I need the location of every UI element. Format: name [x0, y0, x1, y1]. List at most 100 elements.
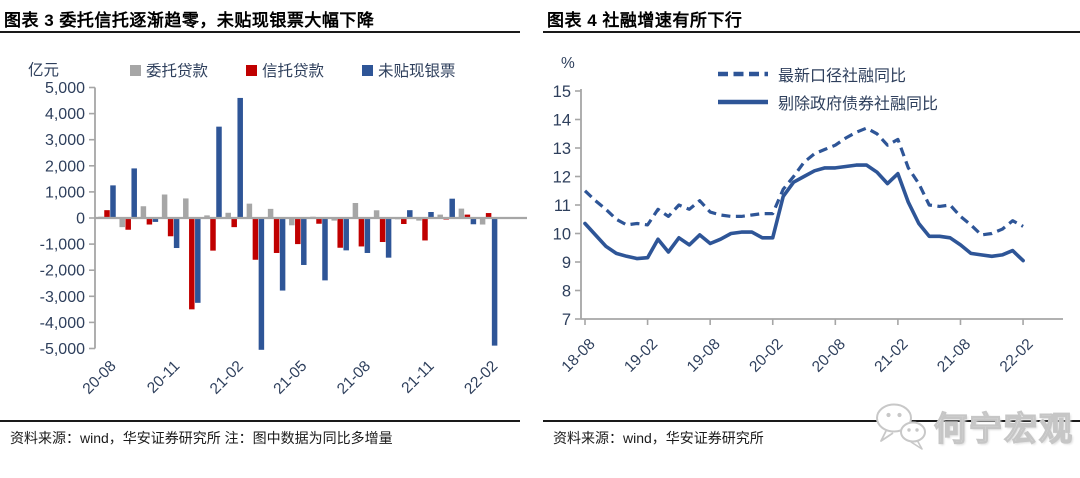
- bar-信托贷款: [379, 218, 386, 243]
- bar-未贴现银票: [364, 218, 371, 253]
- bar-委托贷款: [183, 198, 189, 218]
- bar-未贴现银票: [110, 185, 116, 218]
- right-chart-panel: 图表 4 社融增速有所下行 % 最新口径社融同比 剔除政府债券社融同比 15 14…: [543, 0, 1080, 478]
- watermark-text: 何宁宏观: [933, 409, 1074, 447]
- bar-信托贷款: [104, 210, 110, 218]
- bar-委托贷款: [331, 218, 337, 221]
- bar-未贴现银票: [428, 211, 434, 218]
- x-tick-label: 21-11: [398, 358, 437, 397]
- bar-信托贷款: [210, 218, 216, 251]
- y-tick-label: 14: [553, 112, 571, 130]
- y-tick-label: 4,000: [45, 106, 85, 123]
- bar-委托贷款: [119, 218, 125, 228]
- y-tick-label: -1,000: [40, 237, 85, 254]
- bar-未贴现银票: [131, 168, 137, 218]
- x-tick-label: 21-05: [270, 358, 310, 398]
- bar-未贴现银票: [491, 218, 498, 346]
- right-title-rule: [543, 31, 1080, 33]
- y-tick-label: -5,000: [40, 341, 85, 358]
- bar-委托贷款: [140, 206, 147, 218]
- x-tick-label: 19-02: [621, 336, 661, 376]
- bar-未贴现银票: [343, 218, 349, 251]
- left-chart-panel: 图表 3 委托信托逐渐趋零，未贴现银票大幅下降 亿元 委托贷款 信托贷款 未贴现…: [0, 0, 535, 478]
- left-bottom-rule: [0, 420, 520, 422]
- legend-item-latest-caliber: 最新口径社融同比: [716, 60, 938, 88]
- y-tick-label: 2,000: [45, 158, 85, 175]
- bar-信托贷款: [273, 218, 280, 253]
- bar-委托贷款: [225, 212, 231, 218]
- legend-item-weitiexian: 未贴现银票: [362, 59, 456, 81]
- bar-未贴现银票: [173, 218, 180, 249]
- y-tick-label: 3,000: [45, 132, 85, 149]
- bar-信托贷款: [146, 218, 153, 225]
- bar-信托贷款: [167, 218, 174, 237]
- dashed-line-sample: [718, 71, 768, 77]
- x-tick-label: 22-02: [997, 336, 1037, 376]
- legend-item-ex-govt-bonds: 剔除政府债券社融同比: [716, 88, 938, 116]
- y-tick-label: -3,000: [40, 289, 85, 306]
- right-line-chart-canvas: 15 14 13 12 11 10 9 8 7 18-08 19-02 19-08 20-02 20-08…: [553, 83, 1063, 376]
- bar-信托贷款: [231, 218, 237, 228]
- y-tick-label: 11: [554, 197, 571, 215]
- x-tick-label: 20-08: [809, 336, 849, 376]
- bar-信托贷款: [252, 218, 259, 260]
- bar-信托贷款: [422, 218, 428, 241]
- bar-未贴现银票: [385, 218, 392, 258]
- y-tick-label: 8: [562, 283, 571, 301]
- bar-信托贷款: [358, 218, 365, 247]
- bar-委托贷款: [437, 214, 443, 218]
- bar-未贴现银票: [470, 218, 477, 225]
- bar-信托贷款: [125, 218, 131, 230]
- legend-label: 信托贷款: [262, 63, 325, 80]
- x-tick-label: 19-08: [684, 336, 724, 376]
- right-legend: 最新口径社融同比 剔除政府债券社融同比: [716, 60, 938, 116]
- y-tick-label: 10: [553, 226, 571, 244]
- x-tick-label: 21-08: [334, 358, 374, 398]
- x-tick-label: 21-08: [934, 336, 974, 376]
- legend-color-swatch: [362, 64, 374, 76]
- bar-信托贷款: [316, 218, 322, 224]
- y-tick-label: 5,000: [45, 80, 85, 97]
- legend-color-swatch: [246, 64, 258, 76]
- legend-item-xintuo: 信托贷款: [246, 59, 324, 81]
- bar-未贴现银票: [279, 218, 286, 291]
- bar-委托贷款: [246, 203, 253, 218]
- legend-color-swatch: [130, 64, 141, 76]
- x-tick-label: 21-02: [871, 336, 911, 376]
- legend-label: 未贴现银票: [378, 63, 456, 80]
- bar-信托贷款: [401, 218, 407, 225]
- left-title-rule: [0, 31, 520, 33]
- bar-未贴现银票: [216, 126, 222, 218]
- series-line-剔除政府债券社融同比: [583, 163, 1025, 263]
- x-tick-label: 20-11: [144, 358, 183, 397]
- bar-信托贷款: [485, 213, 492, 218]
- bar-委托贷款: [289, 218, 295, 226]
- bar-委托贷款: [458, 208, 465, 218]
- bar-委托贷款: [204, 215, 210, 218]
- bar-未贴现银票: [301, 218, 307, 265]
- bar-未贴现银票: [152, 218, 159, 222]
- y-tick-label: -4,000: [40, 315, 85, 332]
- y-tick-label: -2,000: [40, 263, 85, 280]
- legend-label: 剔除政府债券社融同比: [778, 96, 939, 113]
- bar-委托贷款: [352, 202, 359, 218]
- bar-未贴现银票: [258, 218, 265, 350]
- watermark: 何宁宏观: [872, 400, 1074, 452]
- x-tick-label: 18-08: [559, 336, 599, 376]
- bar-委托贷款: [161, 194, 168, 218]
- legend-label: 最新口径社融同比: [778, 68, 907, 85]
- bar-信托贷款: [464, 214, 471, 218]
- left-chart-title: 图表 3 委托信托逐渐趋零，未贴现银票大幅下降: [4, 11, 375, 30]
- bar-未贴现银票: [322, 218, 328, 281]
- bar-委托贷款: [267, 208, 274, 218]
- wechat-icon: [876, 403, 926, 450]
- x-tick-label: 20-02: [746, 336, 786, 376]
- solid-line-sample: [718, 99, 768, 105]
- right-y-axis-unit: %: [561, 55, 575, 72]
- bar-未贴现银票: [449, 198, 455, 218]
- left-legend: 委托贷款 信托贷款 未贴现银票: [130, 59, 456, 81]
- y-tick-label: 7: [562, 311, 571, 329]
- x-tick-label: 21-02: [207, 358, 247, 398]
- bar-未贴现银票: [195, 218, 201, 303]
